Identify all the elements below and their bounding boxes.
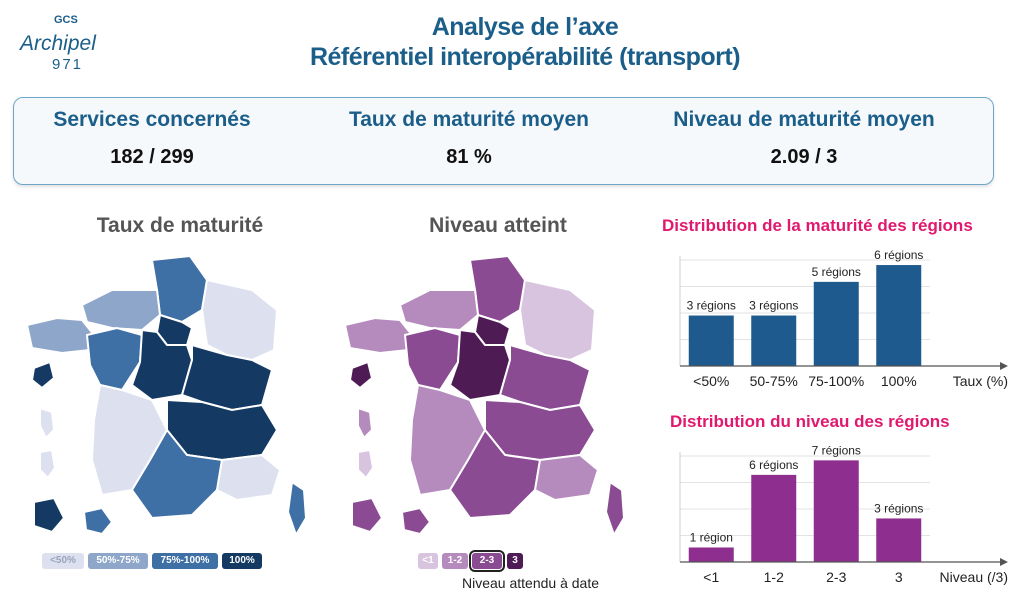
kpi-services-label: Services concernés bbox=[53, 108, 251, 131]
region-paca[interactable] bbox=[215, 453, 282, 502]
x-axis-arrow bbox=[1000, 362, 1008, 370]
tick-label-1: 1-2 bbox=[764, 569, 784, 585]
kpi-niveau-value: 2.09 / 3 bbox=[770, 146, 838, 168]
bar-2 bbox=[813, 281, 859, 366]
bar-0 bbox=[688, 315, 734, 366]
legend-chip-lt50: <50% bbox=[42, 553, 84, 569]
legend-chip-3: 3 bbox=[507, 553, 523, 569]
tick-label-0: <1 bbox=[703, 569, 719, 585]
kpi-taux-label: Taux de maturité moyen bbox=[348, 108, 589, 131]
kpi-niveau-label: Niveau de maturité moyen bbox=[673, 108, 935, 131]
logo-text-971: 971 bbox=[52, 56, 84, 73]
x-axis-label: Niveau (/3) bbox=[940, 569, 1008, 585]
region-bretagne[interactable] bbox=[343, 316, 414, 355]
tick-label-1: 50-75% bbox=[750, 373, 798, 389]
data-label-0: 3 régions bbox=[687, 299, 736, 313]
region-normandie[interactable] bbox=[80, 289, 162, 332]
kpi-niveau: Niveau de maturité moyen 2.09 / 3 bbox=[654, 106, 954, 171]
region-paca[interactable] bbox=[533, 453, 600, 502]
region-guadeloupe[interactable] bbox=[30, 360, 56, 390]
legend-chip-lt1: <1 bbox=[418, 553, 438, 569]
x-axis-label: Taux (%) bbox=[953, 373, 1008, 389]
region-normandie[interactable] bbox=[398, 289, 480, 332]
region-mayotte[interactable] bbox=[33, 496, 66, 534]
bar-3 bbox=[876, 518, 922, 562]
logo: GCS Archipel 971 bbox=[16, 6, 116, 76]
bar-0 bbox=[688, 547, 734, 562]
logo-text-gcs: GCS bbox=[54, 14, 78, 26]
region-martinique[interactable] bbox=[357, 406, 374, 440]
data-label-3: 3 régions bbox=[874, 501, 923, 515]
region-guyane[interactable] bbox=[357, 448, 375, 480]
data-label-1: 6 régions bbox=[749, 458, 798, 472]
kpi-taux: Taux de maturité moyen 81 % bbox=[324, 106, 614, 171]
bar-1 bbox=[751, 315, 797, 366]
chart-niveau-title: Distribution du niveau des régions bbox=[670, 412, 950, 431]
legend-chip-2-3: 2-3 bbox=[469, 550, 505, 572]
region-bretagne[interactable] bbox=[25, 316, 96, 355]
data-label-3: 6 régions bbox=[874, 248, 923, 262]
tick-label-0: <50% bbox=[693, 373, 729, 389]
region-guyane[interactable] bbox=[39, 448, 57, 480]
legend-chip-75-100: 75%-100% bbox=[152, 553, 218, 569]
map-niveau-legend: <1 1-2 2-3 3 bbox=[418, 550, 538, 572]
chart-niveau: 1 région <1 6 régions 1-2 7 régions 2-3 3 régi… bbox=[679, 443, 1008, 585]
region-pays-de-la-loire[interactable] bbox=[85, 326, 144, 392]
data-label-0: 1 région bbox=[690, 530, 733, 544]
map-maturite bbox=[25, 254, 308, 538]
region-martinique[interactable] bbox=[39, 406, 56, 440]
legend-chip-100: 100% bbox=[222, 553, 262, 569]
kpi-services-value: 182 / 299 bbox=[110, 146, 194, 168]
x-axis-arrow bbox=[1000, 558, 1008, 566]
data-label-2: 5 régions bbox=[812, 265, 861, 279]
bar-2 bbox=[813, 460, 859, 562]
bar-3 bbox=[876, 265, 922, 366]
region-reunion[interactable] bbox=[400, 506, 432, 536]
niveau-attendu-note: Niveau attendu à date bbox=[462, 575, 599, 591]
region-corse[interactable] bbox=[604, 480, 626, 538]
chart-maturite-title: Distribution de la maturité des régions bbox=[662, 216, 973, 235]
map-niveau-title: Niveau atteint bbox=[429, 214, 567, 237]
page-title: Analyse de l’axe Référentiel interopérab… bbox=[220, 12, 830, 72]
map-maturite-legend: <50% 50%-75% 75%-100% 100% bbox=[42, 553, 272, 571]
data-label-2: 7 régions bbox=[812, 443, 861, 457]
kpi-panel: Services concernés 182 / 299 Taux de mat… bbox=[13, 97, 994, 185]
region-reunion[interactable] bbox=[82, 506, 114, 536]
data-label-1: 3 régions bbox=[749, 299, 798, 313]
chart-maturite: 3 régions <50% 3 régions 50-75% 5 régions 75-… bbox=[679, 248, 1008, 389]
region-grand-est[interactable] bbox=[518, 278, 597, 362]
region-guadeloupe[interactable] bbox=[348, 360, 374, 390]
bar-1 bbox=[751, 474, 797, 562]
map-maturite-title: Taux de maturité bbox=[96, 214, 264, 237]
tick-label-3: 100% bbox=[881, 373, 917, 389]
kpi-services: Services concernés 182 / 299 bbox=[32, 106, 272, 171]
region-pays-de-la-loire[interactable] bbox=[403, 326, 462, 392]
region-corse[interactable] bbox=[286, 480, 308, 538]
tick-label-2: 75-100% bbox=[808, 373, 864, 389]
tick-label-3: 3 bbox=[895, 569, 903, 585]
region-mayotte[interactable] bbox=[351, 496, 384, 534]
map-niveau bbox=[343, 254, 626, 538]
kpi-taux-value: 81 % bbox=[446, 146, 492, 168]
page-title-line1: Analyse de l’axe bbox=[431, 13, 619, 41]
legend-chip-50-75: 50%-75% bbox=[88, 553, 148, 569]
page-title-line2: Référentiel interopérabilité (transport) bbox=[309, 43, 741, 71]
logo-text-archipel: Archipel bbox=[20, 32, 96, 55]
legend-chip-1-2: 1-2 bbox=[442, 553, 468, 569]
tick-label-2: 2-3 bbox=[826, 569, 846, 585]
region-grand-est[interactable] bbox=[200, 278, 279, 362]
